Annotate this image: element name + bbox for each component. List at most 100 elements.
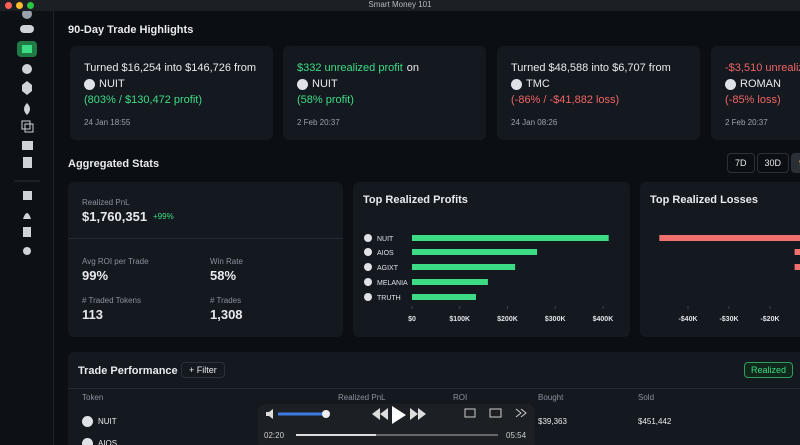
sold: $451,442 — [638, 417, 672, 426]
bar — [794, 249, 800, 255]
bar — [412, 235, 609, 241]
bar — [412, 294, 476, 300]
stat-value: 113 — [82, 307, 103, 322]
divider — [68, 238, 343, 239]
chart-title: Top Realized Profits — [363, 194, 468, 206]
performance-title: Trade Performance — [78, 365, 178, 377]
stat-label: # Traded Tokens — [82, 296, 142, 305]
x-tick-label: $0 — [408, 316, 416, 323]
play[interactable] — [392, 406, 406, 424]
result: (-85% loss) — [725, 94, 781, 106]
token-icon — [84, 78, 95, 90]
x-tick-label: $200K — [497, 316, 518, 323]
stat-label: Avg ROI per Trade — [82, 257, 149, 266]
highlights-title: 90-Day Trade Highlights — [68, 24, 194, 36]
zoom-button[interactable] — [27, 2, 34, 9]
column-header: ROI — [453, 393, 468, 402]
token-line: TMC — [511, 76, 686, 92]
token-icon — [297, 78, 308, 90]
token-line: NUIT — [297, 76, 472, 92]
token-line: ROMAN — [725, 76, 800, 92]
stat-label: Win Rate — [210, 257, 243, 266]
divider — [68, 388, 800, 389]
column-header: Token — [82, 393, 104, 402]
highlight-card: $332 unrealized profit on NUIT (58% profit)… — [283, 46, 486, 140]
date: 2 Feb 20:37 — [297, 118, 340, 127]
token-name: TMC — [526, 78, 550, 90]
x-tick-label: -$30K — [719, 316, 738, 323]
realized-label: Realized PnL — [82, 198, 130, 207]
realized-toggle[interactable]: Realized — [744, 362, 794, 378]
token-icon — [725, 78, 736, 90]
window-title: Smart Money 101 — [368, 0, 432, 9]
rewind[interactable] — [372, 408, 388, 420]
headline-text: on — [406, 62, 420, 74]
minimize-button[interactable] — [16, 2, 23, 9]
token-icon — [364, 278, 372, 286]
stats-panel: Realized PnL $1,760,351 +99% Avg ROI per… — [68, 182, 343, 337]
date: 2 Feb 20:37 — [725, 118, 768, 127]
bar — [412, 279, 488, 285]
aggregated-title: Aggregated Stats — [68, 158, 160, 170]
token-name: NUIT — [99, 78, 125, 90]
category-label: TRUTH — [377, 295, 401, 302]
sidebar — [0, 9, 54, 445]
token-name: AIOS — [98, 439, 118, 445]
highlight-card: Turned $48,588 into $6,707 from TMC (-86% … — [497, 46, 700, 140]
token-icon — [364, 234, 372, 242]
headline: -$3,510 unrealized — [725, 60, 800, 76]
video-player: 02:20 05:54 — [258, 404, 535, 445]
headline: Turned $16,254 into $146,726 from — [84, 60, 259, 76]
title-bar: Smart Money 101 — [0, 0, 800, 11]
stat-value: 1,308 — [210, 307, 243, 322]
period-button[interactable]: 30D — [756, 153, 790, 173]
bar — [412, 249, 538, 255]
token-name: NUIT — [98, 417, 117, 426]
result: (58% profit) — [297, 94, 354, 106]
profits-panel: Top Realized Profits NUIT AIOS AGIXT MELANIA… — [353, 182, 630, 337]
headline-text: $332 unrealized profit — [297, 62, 403, 74]
total-time: 05:54 — [506, 431, 527, 440]
filter-button[interactable]: + Filter — [181, 362, 225, 378]
performance-panel: Trade Performance + Filter Realized Toke… — [68, 352, 800, 445]
period-button[interactable]: 90D — [791, 153, 800, 173]
realized-value: $1,760,351 — [82, 209, 148, 224]
token-icon — [82, 438, 93, 445]
column-header: Bought — [538, 393, 564, 402]
period-button[interactable]: 7D — [727, 153, 755, 173]
x-tick-label: $300K — [545, 316, 566, 323]
token-icon — [82, 416, 93, 427]
bar — [794, 264, 800, 270]
bar — [412, 264, 516, 270]
stat-value: 58% — [210, 268, 237, 283]
elapsed-time: 02:20 — [264, 431, 285, 440]
x-tick-label: $400K — [593, 316, 614, 323]
losses-panel: Top Realized Losses -$40K -$30K -$20K — [640, 182, 800, 337]
date: 24 Jan 18:55 — [84, 118, 131, 127]
bought: $39,363 — [538, 417, 567, 426]
period-selector: 7D30D90D — [727, 153, 800, 173]
filter-label: Filter — [196, 365, 217, 375]
realized-change: +99% — [153, 212, 174, 221]
column-header: Sold — [638, 393, 655, 402]
token-icon — [364, 263, 372, 271]
token-line: NUIT — [84, 76, 259, 92]
headline-text: -$3,510 unrealized — [725, 62, 800, 74]
chart-title: Top Realized Losses — [650, 194, 758, 206]
player-controls — [266, 406, 527, 436]
headline-text: Turned $48,588 into $6,707 from — [511, 62, 671, 74]
headline: Turned $48,588 into $6,707 from — [511, 60, 686, 76]
token-name: ROMAN — [740, 78, 781, 90]
forward[interactable] — [410, 408, 426, 420]
headline: $332 unrealized profit on — [297, 60, 472, 76]
bar-chart: NUIT AIOS AGIXT MELANIA TRUTH $0 $100K $200K $30… — [364, 234, 614, 323]
close-button[interactable] — [5, 2, 12, 9]
result: (803% / $130,472 profit) — [84, 94, 203, 106]
sidebar-icons — [14, 9, 40, 255]
category-label: AIOS — [377, 250, 394, 257]
category-label: MELANIA — [377, 280, 408, 287]
date: 24 Jan 08:26 — [511, 118, 558, 127]
token-icon — [364, 248, 372, 256]
x-tick-label: $100K — [449, 316, 470, 323]
